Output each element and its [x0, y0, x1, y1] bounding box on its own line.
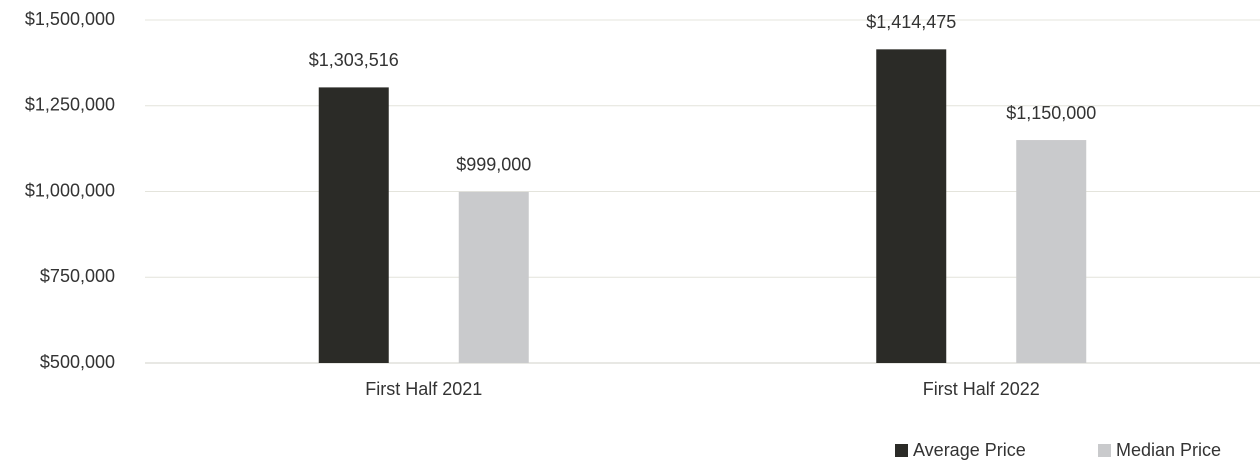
y-tick-label: $500,000 — [40, 352, 115, 372]
x-tick-label: First Half 2022 — [923, 379, 1040, 399]
bar — [318, 87, 389, 363]
data-label: $999,000 — [456, 155, 531, 175]
bar — [876, 49, 947, 363]
y-tick-label: $1,000,000 — [25, 180, 115, 200]
legend-label: Average Price — [913, 440, 1026, 460]
legend-swatch — [895, 444, 908, 457]
bar — [458, 191, 529, 363]
data-label: $1,150,000 — [1006, 103, 1096, 123]
legend-swatch — [1098, 444, 1111, 457]
y-tick-label: $1,250,000 — [25, 95, 115, 115]
data-label: $1,414,475 — [866, 12, 956, 32]
y-tick-label: $750,000 — [40, 266, 115, 286]
x-tick-label: First Half 2021 — [365, 379, 482, 399]
bar — [1016, 140, 1087, 363]
legend-label: Median Price — [1116, 440, 1221, 460]
y-tick-label: $1,500,000 — [25, 9, 115, 29]
data-label: $1,303,516 — [309, 50, 399, 70]
